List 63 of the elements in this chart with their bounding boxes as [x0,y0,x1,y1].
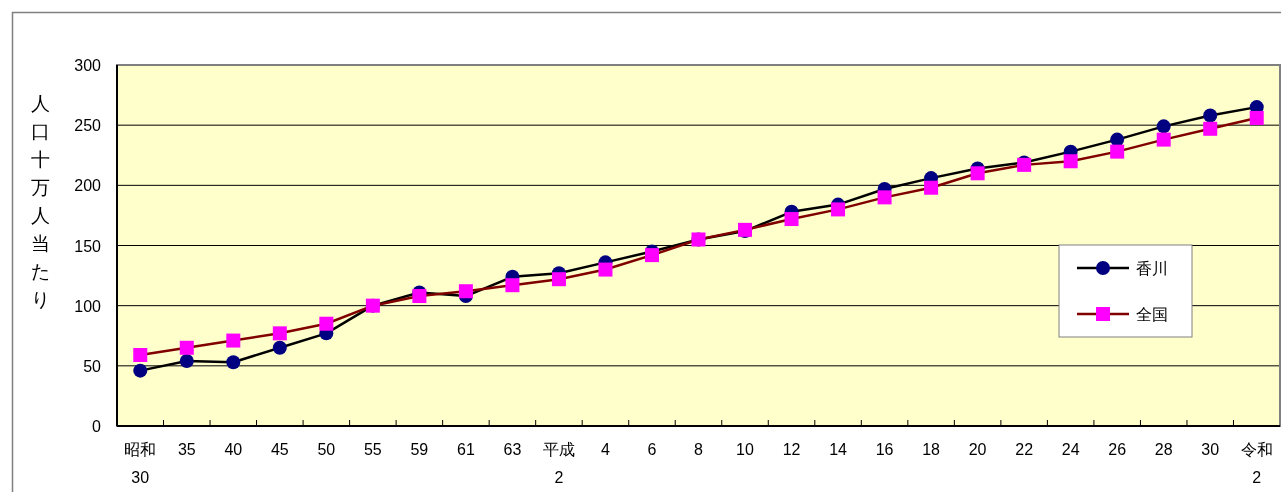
x-tick-label: 55 [363,441,382,458]
y-tick-label: 250 [74,117,102,135]
point [1110,144,1125,159]
point [1156,119,1171,134]
point [226,355,241,370]
x-tick-label: 35 [177,441,196,458]
y-tick-label: 0 [92,418,102,435]
point [179,354,194,369]
x-tick-label: 令和 2 [1240,441,1273,486]
x-tick-label: 16 [875,441,894,458]
point [970,166,985,181]
point [179,340,194,355]
y-tick-label: 150 [74,237,102,255]
point [598,262,613,277]
x-tick-label: 28 [1154,441,1173,458]
point [1110,132,1125,147]
x-tick-label: 20 [968,441,987,458]
x-tick-label: 12 [782,441,801,458]
legend-label: 香川 [1136,260,1168,277]
point [1156,132,1171,147]
x-tick-label: 59 [410,441,429,458]
legend-label: 全国 [1136,306,1168,323]
x-tick-label: 4 [601,441,611,458]
x-tick-label: 昭和 30 [124,441,157,486]
point [877,190,892,205]
point [551,272,566,287]
point [505,278,520,293]
point [644,248,659,263]
y-tick-label: 50 [83,357,102,375]
point [272,326,287,341]
x-tick-label: 6 [647,441,657,458]
x-tick-label: 26 [1108,441,1127,458]
x-tick-label: 63 [503,441,522,458]
x-tick-label: 61 [457,441,475,458]
y-tick-label: 300 [74,57,102,74]
point [1063,154,1078,169]
x-tick-label: 24 [1061,441,1080,458]
point [831,202,846,217]
point [272,340,287,355]
x-tick-label: 30 [1201,441,1220,458]
x-tick-label: 40 [224,441,243,458]
point [458,284,473,299]
point [1249,110,1264,125]
point [226,333,241,348]
point [133,363,148,378]
x-tick-label: 18 [922,441,941,458]
point [784,212,799,227]
x-tick-label: 14 [829,441,848,458]
y-axis-title: 人口十万人当たり [30,93,50,310]
point [133,348,148,362]
point [924,180,939,195]
y-tick-label: 200 [74,177,102,195]
x-tick-label: 45 [270,441,289,458]
point [319,316,334,331]
point [1203,121,1218,136]
point [412,289,427,304]
x-tick-label: 22 [1015,441,1034,458]
point [1203,108,1218,123]
x-tick-label: 50 [317,441,336,458]
y-tick-label: 100 [74,297,102,315]
x-tick-label: 8 [694,441,704,458]
x-tick-label: 平成 2 [542,441,575,486]
x-tick-label: 10 [736,441,755,458]
